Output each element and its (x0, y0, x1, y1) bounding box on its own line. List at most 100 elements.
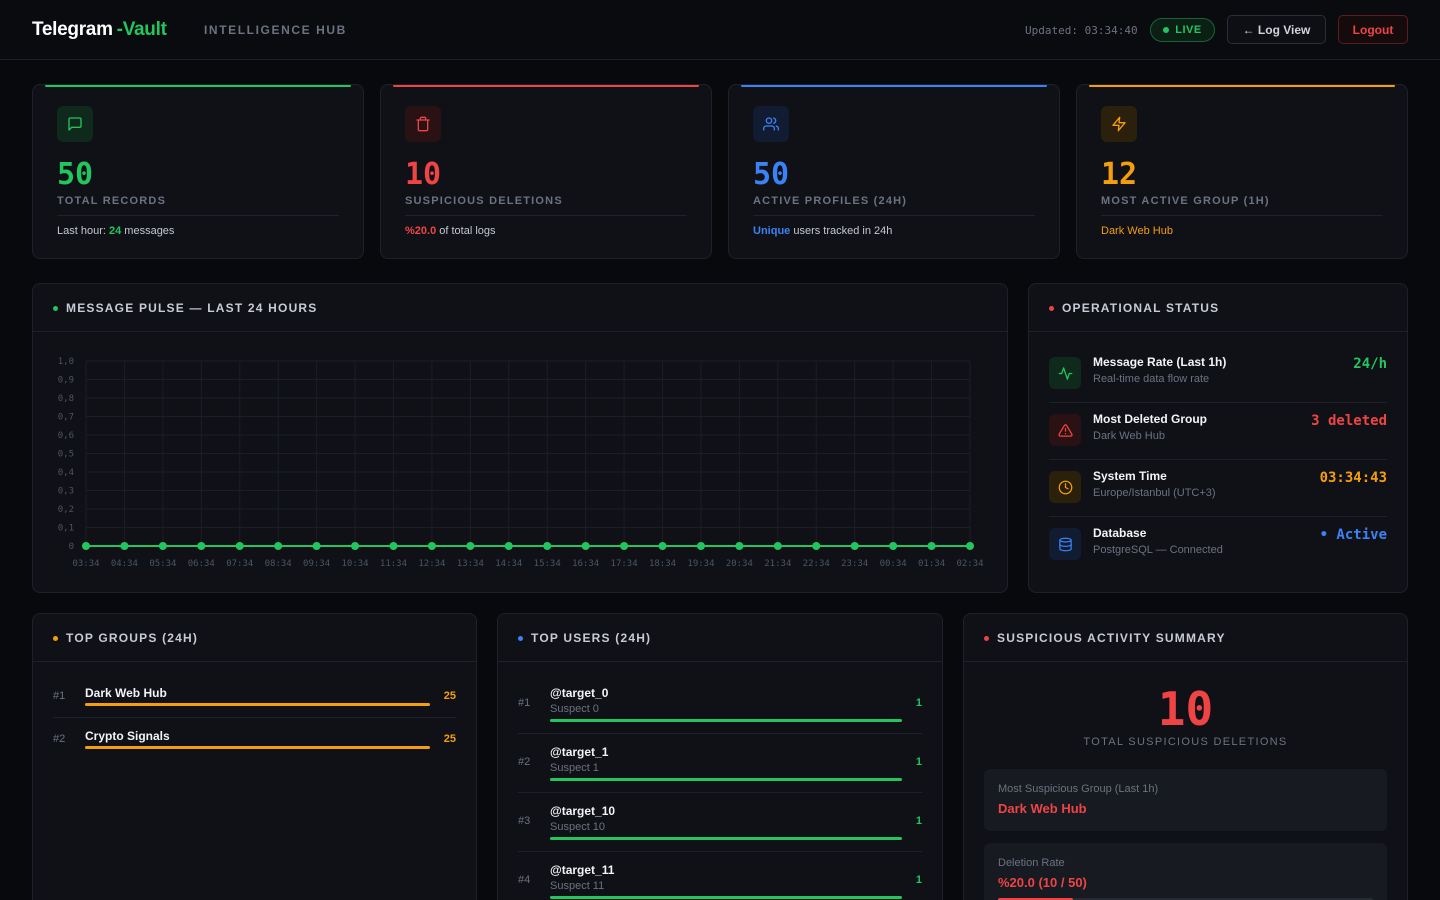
y-tick-label: 0,3 (58, 487, 74, 497)
y-tick-label: 0,2 (58, 505, 74, 515)
data-point (427, 542, 436, 550)
user-activity-bar (550, 778, 902, 781)
data-point (274, 542, 283, 550)
alert-triangle-icon (1049, 414, 1081, 446)
top-groups-panel: TOP GROUPS (24H) #1 Dark Web Hub 25 #2 C… (32, 613, 477, 900)
user-alias: Suspect 10 (550, 821, 606, 833)
divider (1049, 402, 1387, 403)
op-row-most-deleted-group: Most Deleted Group Dark Web Hub 3 delete… (1049, 403, 1387, 460)
op-row-system-time: System Time Europe/Istanbul (UTC+3) 03:3… (1049, 460, 1387, 517)
x-tick-label: 07:34 (226, 559, 253, 569)
list-item[interactable]: #1 Dark Web Hub 25 (53, 684, 456, 718)
rank-number: #4 (518, 874, 531, 886)
data-point (235, 542, 244, 550)
app-subtitle: INTELLIGENCE HUB (204, 23, 347, 37)
rank-number: #2 (53, 733, 66, 745)
list-item[interactable]: #2 Crypto Signals 25 (53, 727, 456, 761)
stat-label: MOST ACTIVE GROUP (1H) (1101, 195, 1270, 207)
logout-button[interactable]: Logout (1338, 15, 1408, 44)
y-tick-label: 0,6 (58, 431, 74, 441)
op-row-subtitle: Real-time data flow rate (1093, 373, 1210, 385)
x-tick-label: 14:34 (495, 559, 522, 569)
status-dot-icon (53, 305, 58, 311)
x-tick-label: 10:34 (341, 559, 368, 569)
user-alias: Suspect 0 (550, 703, 599, 715)
y-tick-label: 0 (69, 542, 74, 552)
divider (518, 733, 922, 734)
user-activity-bar (550, 837, 902, 840)
top-header: Telegram -Vault INTELLIGENCE HUB Updated:… (0, 0, 1440, 60)
y-tick-label: 1,0 (58, 357, 74, 367)
x-tick-label: 12:34 (418, 559, 445, 569)
op-row-subtitle: PostgreSQL — Connected (1093, 544, 1223, 556)
x-tick-label: 02:34 (956, 559, 983, 569)
card-accent-line (393, 85, 699, 87)
stat-value: 10 (405, 157, 442, 192)
panel-title-text: TOP GROUPS (24H) (66, 631, 199, 645)
info-value: %20.0 (10 / 50) (998, 875, 1087, 890)
x-tick-label: 23:34 (841, 559, 868, 569)
group-activity-bar (85, 703, 430, 706)
list-item[interactable]: #2 @target_1 Suspect 1 1 (518, 743, 922, 802)
panel-title: OPERATIONAL STATUS (1049, 301, 1219, 315)
y-tick-label: 0,8 (58, 394, 74, 404)
most-suspicious-group-box: Most Suspicious Group (Last 1h) Dark Web… (984, 769, 1387, 831)
user-count: 1 (915, 697, 922, 709)
card-accent-line (45, 85, 351, 87)
data-point (158, 542, 167, 550)
user-handle: @target_0 (550, 686, 609, 700)
suspicious-total-label: TOTAL SUSPICIOUS DELETIONS (1083, 736, 1288, 748)
x-tick-label: 21:34 (764, 559, 791, 569)
y-tick-label: 0,5 (58, 450, 74, 460)
rank-number: #1 (518, 697, 531, 709)
x-tick-label: 00:34 (880, 559, 907, 569)
stat-card-total-records: 50 TOTAL RECORDS Last hour: 24 messages (32, 84, 364, 259)
bolt-icon (1101, 106, 1137, 142)
data-point (927, 542, 936, 550)
divider (33, 331, 1007, 332)
user-handle: @target_1 (550, 745, 609, 759)
x-tick-label: 13:34 (457, 559, 484, 569)
op-row-value: 03:34:43 (1319, 470, 1387, 486)
group-name: Dark Web Hub (85, 686, 167, 700)
stat-label: TOTAL RECORDS (57, 195, 167, 207)
list-item[interactable]: #1 @target_0 Suspect 0 1 (518, 684, 922, 743)
trash-icon (405, 106, 441, 142)
divider (57, 215, 339, 216)
data-point (82, 542, 90, 550)
op-row-value: • Active (1319, 527, 1387, 543)
rank-number: #1 (53, 690, 66, 702)
data-point (581, 542, 590, 550)
group-name: Crypto Signals (85, 729, 170, 743)
divider (1101, 215, 1383, 216)
stat-value: 50 (753, 157, 790, 192)
log-view-button[interactable]: ← Log View (1227, 15, 1326, 44)
x-tick-label: 01:34 (918, 559, 945, 569)
data-point (658, 542, 667, 550)
panel-title: TOP GROUPS (24H) (53, 631, 198, 645)
stat-card-most-active-group: 12 MOST ACTIVE GROUP (1H) Dark Web Hub (1076, 84, 1408, 259)
divider (1049, 459, 1387, 460)
list-item[interactable]: #4 @target_11 Suspect 11 1 (518, 861, 922, 900)
list-item[interactable]: #3 @target_10 Suspect 10 1 (518, 802, 922, 861)
deletion-rate-bar (998, 898, 1073, 900)
stat-footnote: Dark Web Hub (1101, 225, 1173, 237)
data-point (120, 542, 129, 550)
divider (53, 717, 456, 718)
x-tick-label: 20:34 (726, 559, 753, 569)
x-tick-label: 19:34 (687, 559, 714, 569)
panel-title-text: TOP USERS (24H) (531, 631, 652, 645)
status-dot-icon (53, 635, 58, 641)
y-tick-label: 0,1 (58, 524, 74, 534)
group-activity-bar (85, 746, 430, 749)
user-handle: @target_10 (550, 804, 616, 818)
user-count: 1 (915, 756, 922, 768)
x-tick-label: 11:34 (380, 559, 407, 569)
database-icon (1049, 528, 1081, 560)
user-activity-bar (550, 896, 902, 899)
stat-label: ACTIVE PROFILES (24H) (753, 195, 908, 207)
divider (405, 215, 687, 216)
data-point (773, 542, 782, 550)
divider (753, 215, 1035, 216)
rank-number: #2 (518, 756, 531, 768)
